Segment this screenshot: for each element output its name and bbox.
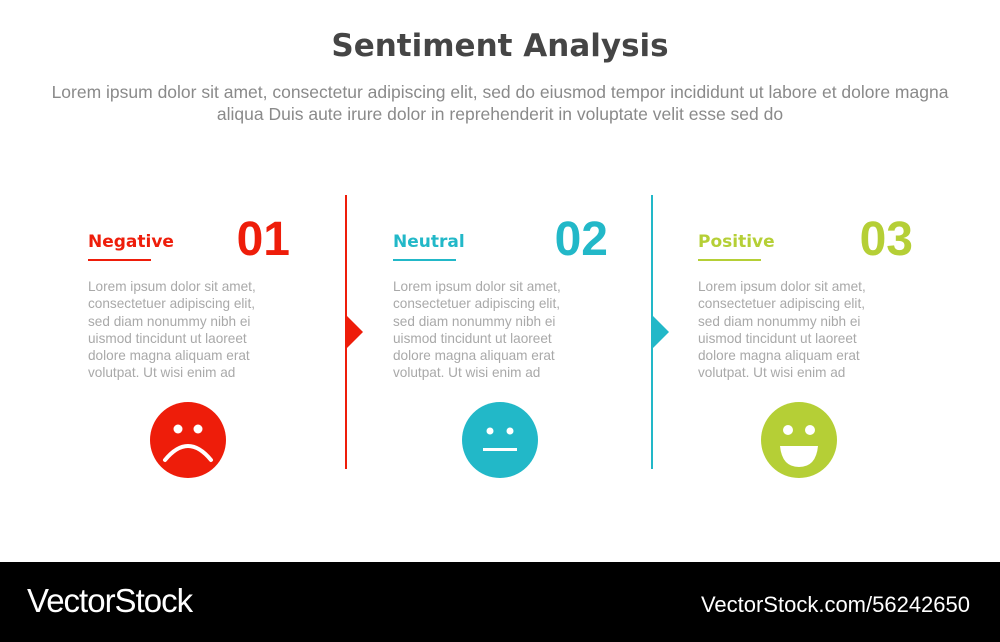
footer-bar: VectorStock VectorStock.com/56242650	[0, 562, 1000, 642]
card-number: 01	[236, 213, 290, 266]
sad-face-icon	[150, 402, 226, 478]
page-subtitle: Lorem ipsum dolor sit amet, consectetur …	[51, 82, 949, 124]
card-body: Lorem ipsum dolor sit amet, consectetuer…	[698, 279, 866, 381]
happy-face-icon	[761, 402, 837, 478]
label-underline	[88, 259, 151, 261]
neutral-face-icon	[462, 402, 538, 478]
card-label: Positive	[698, 232, 775, 252]
card-number: 02	[554, 213, 608, 266]
card-body: Lorem ipsum dolor sit amet, consectetuer…	[393, 279, 561, 381]
page-title: Sentiment Analysis	[331, 28, 669, 64]
card-body: Lorem ipsum dolor sit amet, consectetuer…	[88, 279, 256, 381]
arrow-right-icon	[653, 316, 669, 348]
divider-neutral	[651, 195, 653, 469]
vectorstock-logo: VectorStock	[27, 582, 193, 619]
label-underline	[393, 259, 456, 261]
card-label: Neutral	[393, 232, 465, 252]
image-url: VectorStock.com/56242650	[700, 592, 970, 617]
label-underline	[698, 259, 761, 261]
arrow-right-icon	[347, 316, 363, 348]
card-label: Negative	[88, 232, 174, 252]
card-number: 03	[859, 213, 913, 266]
divider-negative	[345, 195, 347, 469]
